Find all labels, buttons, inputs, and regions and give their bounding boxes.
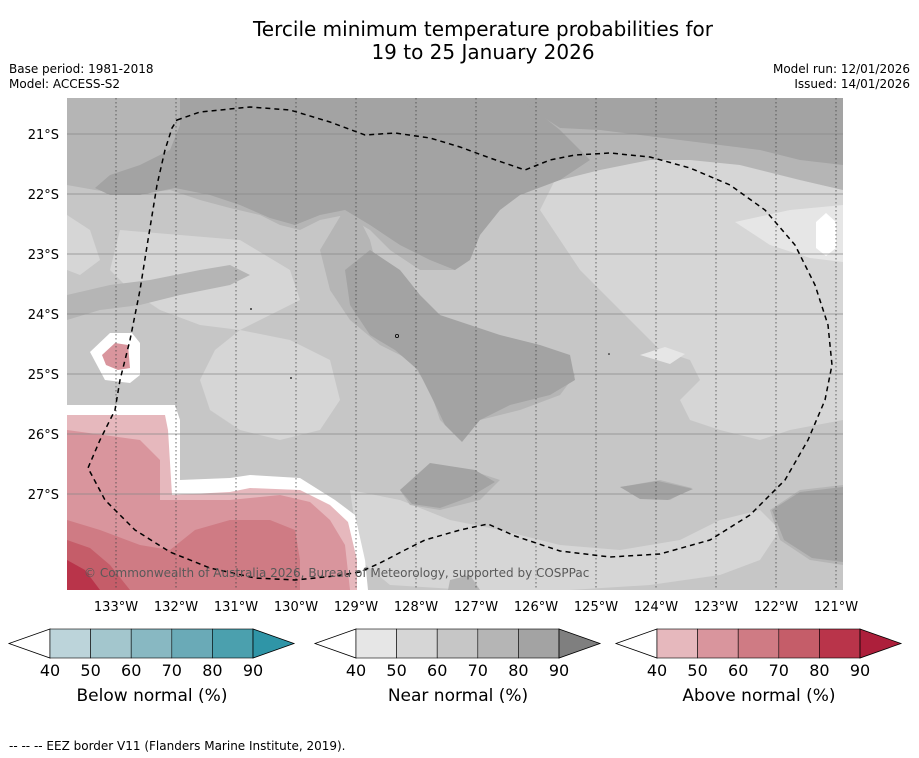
near-normal-segment [477, 628, 519, 659]
near-normal-tick-label: 40 [346, 661, 366, 680]
meta-left: Base period: 1981-2018 Model: ACCESS-S2 [9, 62, 154, 92]
near-normal-segment [436, 628, 479, 659]
below-normal-title: Below normal (%) [76, 686, 228, 706]
below-normal-segment [171, 628, 213, 659]
lat-label: 21°S [28, 128, 59, 143]
near-normal-segment [396, 628, 438, 659]
issued-date: Issued: 14/01/2026 [794, 77, 910, 91]
near-normal-lower-extend [313, 628, 357, 659]
above-normal-segment [656, 628, 698, 659]
lon-label: 122°W [754, 600, 798, 615]
base-period: Base period: 1981-2018 [9, 62, 154, 76]
lat-label: 27°S [28, 488, 59, 503]
lon-label: 132°W [154, 600, 198, 615]
lon-label: 127°W [454, 600, 498, 615]
above-normal-tick-label: 80 [809, 661, 829, 680]
above-normal-lower-extend [614, 628, 658, 659]
below-normal-segment [130, 628, 173, 659]
near-normal-tick-label: 90 [549, 661, 569, 680]
near-normal-upper-extend [558, 628, 602, 659]
above-normal-title: Above normal (%) [682, 686, 836, 706]
below-normal-segment [212, 628, 254, 659]
title-line-1: Tercile minimum temperature probabilitie… [252, 17, 714, 41]
title-line-2: 19 to 25 January 2026 [371, 40, 595, 64]
above-normal-segment [737, 628, 780, 659]
lat-label: 25°S [28, 368, 59, 383]
near-normal-tick-label: 60 [427, 661, 447, 680]
near-normal-tick-label: 80 [508, 661, 528, 680]
lon-label: 131°W [214, 600, 258, 615]
below-normal-tick-label: 40 [40, 661, 60, 680]
lat-label: 22°S [28, 188, 59, 203]
near-normal-title: Near normal (%) [387, 686, 529, 706]
above-normal-segment [819, 628, 861, 659]
above-normal-segment [697, 628, 739, 659]
above-normal-tick-label: 90 [850, 661, 870, 680]
lon-label: 128°W [394, 600, 438, 615]
near-normal-colorbar: 40 50 60 70 80 90 [313, 628, 602, 680]
map-title: Tercile minimum temperature probabilitie… [0, 18, 919, 64]
above-normal-tick-label: 60 [728, 661, 748, 680]
lon-label: 123°W [694, 600, 738, 615]
model-run: Model run: 12/01/2026 [772, 62, 910, 76]
below-normal-segment [90, 628, 132, 659]
above-normal-tick-label: 70 [769, 661, 789, 680]
lat-label: 23°S [28, 248, 59, 263]
probability-field [67, 98, 843, 590]
lat-label: 24°S [28, 308, 59, 323]
eez-footnote: -- -- -- EEZ border V11 (Flanders Marine… [9, 739, 346, 753]
eez-border [87, 106, 833, 581]
above-normal-colorbar: 40 50 60 70 80 90 [614, 628, 903, 680]
below-normal-upper-extend [252, 628, 296, 659]
lon-label: 124°W [634, 600, 678, 615]
below-normal-tick-label: 80 [202, 661, 222, 680]
lon-label: 126°W [514, 600, 558, 615]
near-normal-tick-label: 70 [468, 661, 488, 680]
near-normal-segment [355, 628, 397, 659]
below-normal-colorbar: 40 50 60 70 80 90 [7, 628, 296, 680]
below-normal-tick-label: 50 [80, 661, 100, 680]
above-normal-upper-extend [859, 628, 903, 659]
below-normal-tick-label: 70 [162, 661, 182, 680]
below-normal-tick-label: 90 [243, 661, 263, 680]
lon-label: 125°W [574, 600, 618, 615]
colorbars: 40 50 60 70 80 90 40 50 60 70 80 90 40 50 60 70 80 90 [7, 628, 903, 680]
above-normal-tick-label: 40 [647, 661, 667, 680]
model-name: Model: ACCESS-S2 [9, 77, 121, 91]
near-normal-tick-label: 50 [386, 661, 406, 680]
below-normal-segment [49, 628, 91, 659]
lon-label: 133°W [94, 600, 138, 615]
longitude-labels: 133°W 132°W 131°W 130°W 129°W 128°W 127°… [94, 600, 858, 615]
meta-right: Model run: 12/01/2026 Issued: 14/01/2026 [773, 62, 910, 92]
below-normal-lower-extend [7, 628, 51, 659]
near-normal-segment [518, 628, 560, 659]
lon-label: 130°W [274, 600, 318, 615]
lon-label: 129°W [334, 600, 378, 615]
lat-label: 26°S [28, 428, 59, 443]
above-normal-tick-label: 50 [687, 661, 707, 680]
copyright-text: © Commonwealth of Australia 2026, Bureau… [84, 566, 589, 580]
above-normal-segment [778, 628, 820, 659]
below-normal-tick-label: 60 [121, 661, 141, 680]
latitude-gridlines [67, 133, 843, 495]
latitude-labels: 21°S 22°S 23°S 24°S 25°S 26°S 27°S [28, 128, 59, 503]
lon-label: 121°W [814, 600, 858, 615]
